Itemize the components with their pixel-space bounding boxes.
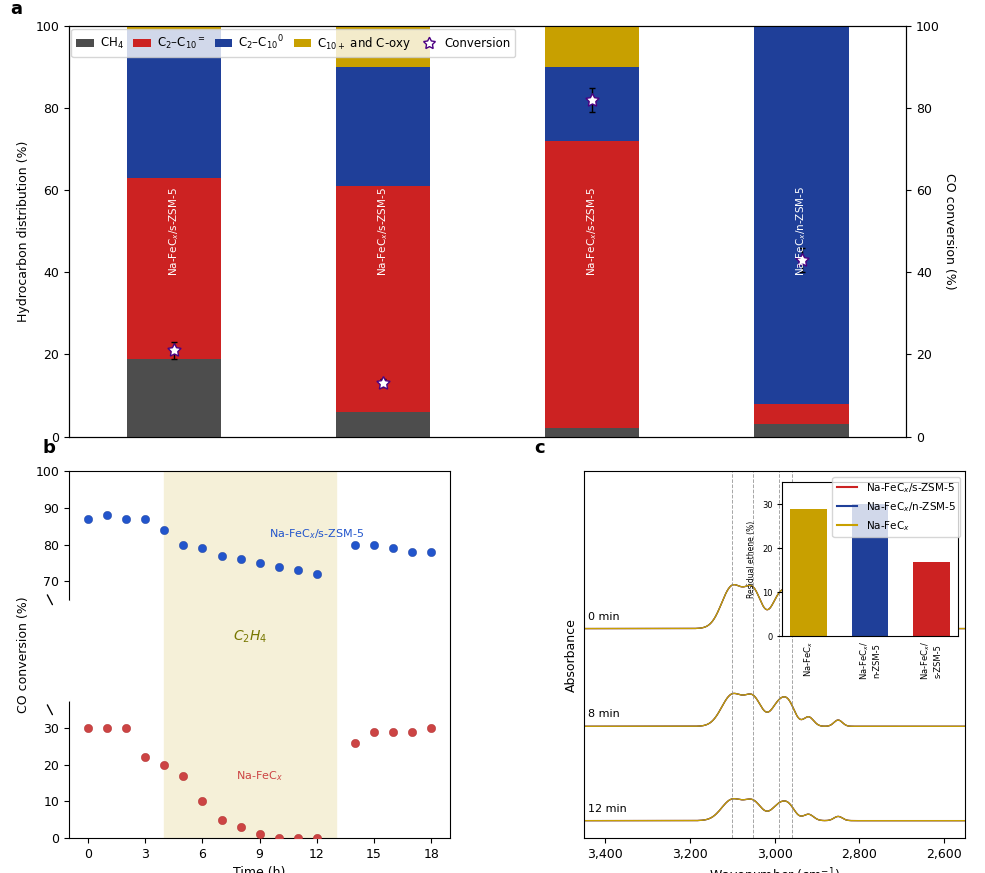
Bar bbox=[336, 26, 430, 67]
Text: Na-FeC$_x$/n-ZSM-5: Na-FeC$_x$/n-ZSM-5 bbox=[795, 186, 809, 277]
Text: C$_2$H$_4$: C$_2$H$_4$ bbox=[232, 629, 267, 644]
Bar bbox=[545, 26, 639, 67]
Text: Na-FeC$_x$/s-ZSM-5: Na-FeC$_x$/s-ZSM-5 bbox=[269, 526, 364, 540]
Y-axis label: CO conversion (%): CO conversion (%) bbox=[944, 173, 956, 290]
Text: 12 min: 12 min bbox=[588, 804, 626, 814]
Text: 8 min: 8 min bbox=[588, 710, 620, 719]
Text: a: a bbox=[10, 0, 23, 18]
Text: 0 min: 0 min bbox=[588, 612, 620, 622]
Bar bbox=[545, 141, 639, 429]
Legend: Na-FeC$_x$/s-ZSM-5, Na-FeC$_x$/n-ZSM-5, Na-FeC$_x$: Na-FeC$_x$/s-ZSM-5, Na-FeC$_x$/n-ZSM-5, … bbox=[832, 477, 960, 537]
Text: Na-FeC$_x$: Na-FeC$_x$ bbox=[236, 769, 283, 783]
Bar bbox=[755, 403, 849, 424]
X-axis label: Wavenumber (cm$^{-1}$): Wavenumber (cm$^{-1}$) bbox=[709, 866, 840, 873]
Text: Na-FeC$_x$/s-ZSM-5: Na-FeC$_x$/s-ZSM-5 bbox=[166, 187, 180, 276]
Bar bbox=[126, 178, 221, 359]
Bar bbox=[755, 424, 849, 436]
Bar bbox=[126, 26, 221, 31]
Y-axis label: Hydrocarbon distribution (%): Hydrocarbon distribution (%) bbox=[17, 141, 30, 322]
X-axis label: Time (h): Time (h) bbox=[233, 866, 286, 873]
Bar bbox=[755, 26, 849, 403]
Text: c: c bbox=[534, 439, 545, 457]
Y-axis label: CO conversion (%): CO conversion (%) bbox=[17, 596, 30, 713]
Text: Na-FeC$_x$/s-ZSM-5: Na-FeC$_x$/s-ZSM-5 bbox=[585, 187, 599, 276]
Bar bbox=[545, 67, 639, 141]
Y-axis label: Absorbance: Absorbance bbox=[565, 618, 578, 691]
Bar bbox=[545, 429, 639, 436]
Bar bbox=[336, 412, 430, 436]
Bar bbox=[126, 359, 221, 436]
Bar bbox=[336, 186, 430, 412]
Bar bbox=[126, 31, 221, 178]
Text: b: b bbox=[42, 439, 55, 457]
Bar bbox=[164, 471, 336, 838]
Text: Na-FeC$_x$/s-ZSM-5: Na-FeC$_x$/s-ZSM-5 bbox=[376, 187, 390, 276]
Legend: CH$_4$, C$_2$–C$_{10}$$^=$, C$_2$–C$_{10}$$^0$, C$_{10+}$ and C-oxy, Conversion: CH$_4$, C$_2$–C$_{10}$$^=$, C$_2$–C$_{10… bbox=[71, 29, 515, 57]
Bar bbox=[336, 67, 430, 186]
